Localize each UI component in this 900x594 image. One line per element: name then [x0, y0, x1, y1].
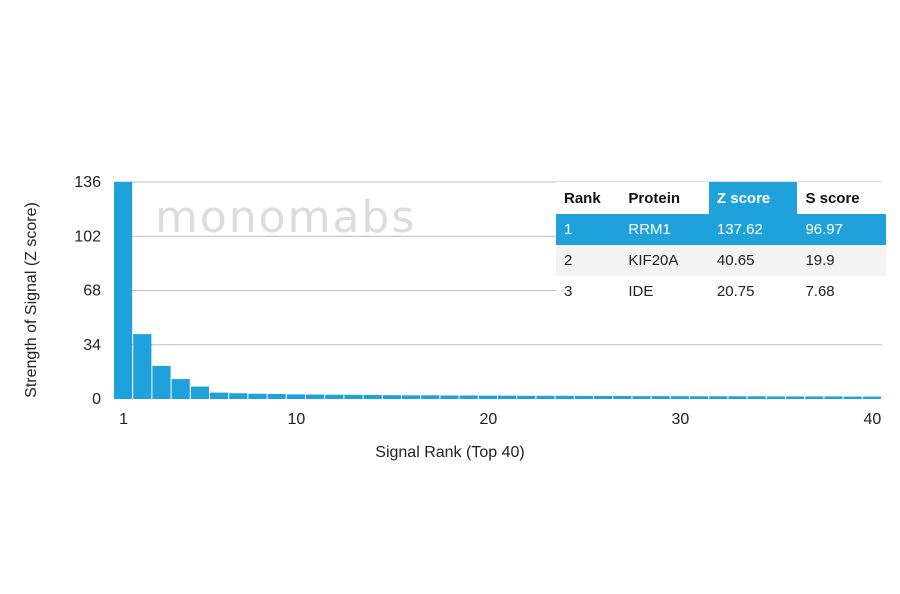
bar-rank-12: [325, 394, 344, 399]
bar-rank-19: [459, 395, 478, 399]
table-header-row: Rank Protein Z score S score: [556, 182, 886, 214]
bar-rank-35: [766, 396, 785, 399]
bar-rank-1: [114, 182, 133, 399]
bar-rank-4: [171, 379, 190, 399]
top-proteins-table: Rank Protein Z score S score 1 RRM1 137.…: [556, 182, 886, 307]
bar-rank-17: [421, 395, 440, 399]
bar-rank-30: [670, 396, 689, 399]
bar-rank-38: [824, 396, 843, 399]
x-axis-title: Signal Rank (Top 40): [375, 444, 524, 461]
header-protein: Protein: [628, 189, 681, 207]
bar-rank-22: [517, 395, 536, 399]
bar-rank-21: [498, 395, 517, 399]
y-tick-label: 34: [83, 337, 101, 354]
cell-protein: RRM1: [620, 214, 709, 245]
bar-rank-23: [536, 395, 555, 399]
bar-rank-14: [363, 395, 382, 399]
cell-protein: IDE: [628, 283, 654, 300]
header-s-score: S score: [805, 189, 860, 207]
bar-rank-40: [862, 396, 881, 399]
x-tick-label: 20: [480, 411, 498, 428]
y-tick-label: 0: [92, 391, 101, 408]
bars: [114, 182, 881, 399]
bar-rank-37: [805, 396, 824, 399]
x-tick-label: 10: [288, 411, 306, 428]
bar-rank-39: [843, 396, 862, 399]
bar-rank-18: [440, 395, 459, 399]
bar-rank-25: [574, 395, 593, 399]
bar-rank-6: [210, 392, 229, 399]
x-tick-label: 40: [864, 411, 882, 428]
cell-rank: 2: [556, 245, 621, 276]
y-axis-title: Strength of Signal (Z score): [23, 202, 40, 398]
bar-rank-5: [190, 386, 209, 399]
x-tick-label: 1: [119, 411, 128, 428]
table-row: 1 RRM1 137.62 96.97: [556, 214, 886, 245]
table-row: 3 IDE 20.75 7.68: [556, 276, 886, 307]
bar-rank-20: [478, 395, 497, 399]
y-tick-label: 136: [74, 174, 101, 191]
bar-rank-33: [728, 396, 747, 399]
bar-rank-8: [248, 393, 267, 399]
header-rank: Rank: [564, 189, 601, 207]
bar-rank-36: [786, 396, 805, 399]
cell-protein: KIF20A: [620, 245, 709, 276]
bar-rank-3: [152, 365, 171, 399]
y-tick-label: 102: [74, 228, 101, 245]
y-tick-labels: 0 34 68 102 136: [74, 174, 101, 408]
x-tick-label: 30: [672, 411, 690, 428]
cell-z-score: 137.62: [708, 214, 798, 245]
header-z-score: Z score: [708, 182, 798, 214]
bar-rank-13: [344, 394, 363, 399]
cell-s-score: 19.9: [797, 245, 886, 276]
cell-z-score: 20.75: [716, 283, 755, 300]
bar-rank-9: [267, 394, 286, 399]
bar-rank-32: [709, 396, 728, 399]
cell-s-score: 96.97: [797, 214, 886, 245]
bar-rank-2: [133, 334, 152, 399]
bar-rank-28: [632, 396, 651, 399]
bar-rank-27: [613, 395, 632, 399]
bar-rank-15: [382, 395, 401, 399]
bar-rank-34: [747, 396, 766, 399]
watermark: monomabs: [155, 192, 416, 243]
bar-rank-11: [306, 394, 325, 399]
cell-s-score: 7.68: [805, 283, 835, 300]
bar-rank-29: [651, 396, 670, 399]
bar-rank-31: [690, 396, 709, 399]
x-tick-labels: 1 10 20 30 40: [119, 411, 881, 428]
bar-rank-24: [555, 395, 574, 399]
cell-rank: 3: [564, 283, 573, 300]
cell-z-score: 40.65: [708, 245, 798, 276]
bar-rank-16: [402, 395, 421, 399]
y-tick-label: 68: [83, 283, 101, 300]
cell-rank: 1: [556, 214, 621, 245]
bar-rank-10: [286, 394, 305, 399]
bar-rank-26: [594, 395, 613, 399]
table-row: 2 KIF20A 40.65 19.9: [556, 245, 886, 276]
bar-rank-7: [229, 393, 248, 399]
